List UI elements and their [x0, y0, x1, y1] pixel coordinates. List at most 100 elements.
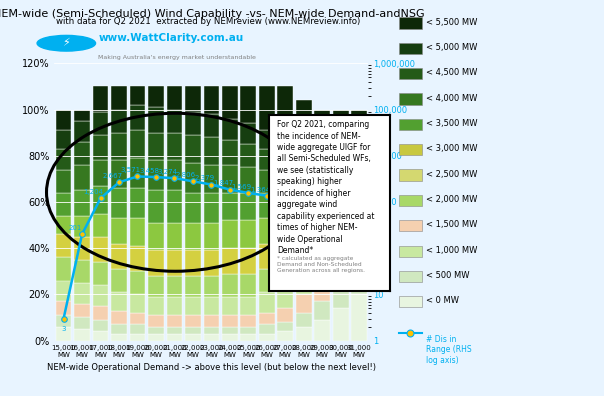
Bar: [56, 193, 71, 216]
Bar: [111, 188, 127, 218]
Bar: [315, 144, 330, 153]
Text: 129: 129: [327, 234, 341, 240]
Bar: [333, 283, 349, 308]
Bar: [240, 124, 256, 144]
Bar: [167, 276, 182, 297]
Text: 2,667: 2,667: [102, 173, 122, 179]
Text: 201: 201: [68, 225, 82, 231]
Bar: [259, 244, 275, 269]
Bar: [259, 292, 275, 313]
Bar: [333, 255, 349, 283]
Text: 41: 41: [348, 257, 357, 263]
Bar: [92, 306, 108, 320]
Text: For Q2 2021, comparing
the incidence of NEM-
wide aggregate UIGF for
all Semi-Sc: For Q2 2021, comparing the incidence of …: [277, 120, 374, 255]
Bar: [74, 216, 90, 236]
Bar: [259, 269, 275, 292]
Text: < 3,500 MW: < 3,500 MW: [426, 119, 477, 128]
Bar: [56, 315, 71, 327]
Bar: [148, 190, 164, 223]
Bar: [185, 112, 201, 135]
Bar: [167, 315, 182, 327]
Bar: [240, 297, 256, 315]
Bar: [111, 110, 127, 133]
Bar: [222, 327, 238, 333]
Bar: [240, 315, 256, 327]
Bar: [204, 297, 219, 315]
Bar: [167, 297, 182, 315]
Bar: [74, 165, 90, 190]
Text: * calculated as aggregate
Demand and Non-Scheduled
Generation across all regions: * calculated as aggregate Demand and Non…: [277, 256, 365, 273]
Bar: [333, 188, 349, 204]
Bar: [240, 221, 256, 248]
Bar: [130, 86, 146, 105]
Bar: [74, 110, 90, 121]
Text: < 1,500 MW: < 1,500 MW: [426, 221, 477, 229]
Bar: [185, 327, 201, 333]
Bar: [148, 223, 164, 250]
Bar: [352, 262, 367, 294]
Bar: [204, 250, 219, 276]
Text: 3: 3: [62, 326, 66, 332]
Bar: [315, 320, 330, 341]
Bar: [185, 163, 201, 193]
Bar: [111, 244, 127, 269]
Bar: [352, 139, 367, 147]
Text: ⚡: ⚡: [62, 38, 70, 48]
Bar: [296, 223, 312, 244]
Bar: [240, 86, 256, 124]
Text: 246: 246: [309, 221, 322, 227]
Bar: [352, 294, 367, 341]
Text: 1,364: 1,364: [250, 187, 270, 192]
Text: 3,274: 3,274: [158, 169, 178, 175]
Bar: [352, 110, 367, 128]
Bar: [333, 153, 349, 163]
Bar: [352, 167, 367, 181]
Bar: [296, 327, 312, 341]
Bar: [130, 271, 146, 294]
Bar: [315, 278, 330, 301]
Bar: [92, 112, 108, 135]
Bar: [148, 327, 164, 333]
Bar: [185, 297, 201, 315]
Text: with data for Q2 2021  extracted by NEMreview (www.NEMreview.info): with data for Q2 2021 extracted by NEMre…: [56, 17, 361, 26]
Bar: [222, 119, 238, 139]
Bar: [204, 276, 219, 297]
Bar: [240, 248, 256, 274]
Bar: [130, 188, 146, 218]
Bar: [92, 160, 108, 186]
Bar: [148, 133, 164, 160]
Text: < 5,500 MW: < 5,500 MW: [426, 18, 477, 27]
Text: < 2,000 MW: < 2,000 MW: [426, 195, 477, 204]
Bar: [92, 213, 108, 236]
Bar: [130, 333, 146, 341]
Bar: [111, 324, 127, 333]
Bar: [148, 86, 164, 107]
Bar: [130, 158, 146, 188]
Text: 2,806: 2,806: [176, 172, 196, 178]
Bar: [74, 283, 90, 304]
Bar: [111, 133, 127, 160]
Text: < 5,000 MW: < 5,000 MW: [426, 43, 477, 52]
Text: 975: 975: [272, 193, 285, 199]
Bar: [315, 207, 330, 225]
Bar: [277, 213, 293, 236]
Bar: [148, 250, 164, 276]
Bar: [222, 248, 238, 274]
Bar: [352, 202, 367, 230]
Bar: [130, 130, 146, 158]
Text: < 500 MW: < 500 MW: [426, 271, 469, 280]
Bar: [130, 294, 146, 313]
Bar: [92, 86, 108, 112]
Bar: [148, 276, 164, 297]
Bar: [111, 292, 127, 310]
Bar: [111, 269, 127, 292]
Bar: [167, 133, 182, 160]
Bar: [204, 333, 219, 341]
Bar: [74, 190, 90, 216]
Text: 476: 476: [290, 208, 304, 214]
Text: 3,458: 3,458: [139, 168, 159, 174]
Bar: [333, 308, 349, 341]
Bar: [315, 110, 330, 144]
Bar: [74, 121, 90, 142]
Bar: [259, 130, 275, 149]
